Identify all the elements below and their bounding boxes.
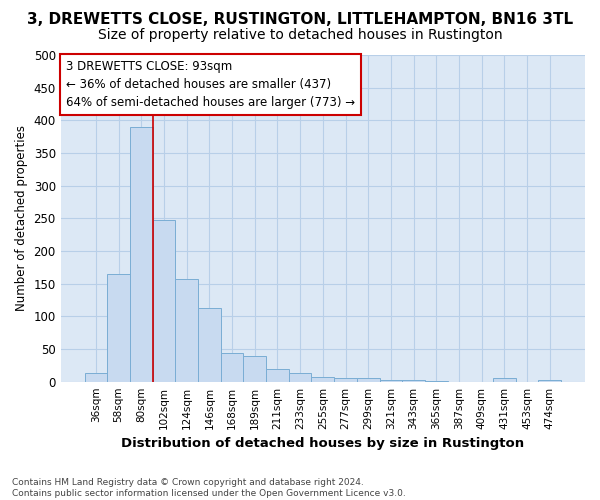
Bar [266,370,289,382]
Bar [311,377,334,382]
Bar [221,353,244,382]
Bar [198,308,221,382]
Bar [493,378,516,382]
Bar [425,381,448,382]
Bar [130,127,152,382]
Bar [334,378,357,382]
Text: Contains HM Land Registry data © Crown copyright and database right 2024.
Contai: Contains HM Land Registry data © Crown c… [12,478,406,498]
Bar [244,356,266,382]
Bar [402,380,425,382]
Bar [152,220,175,382]
Bar [175,279,198,382]
Bar [107,274,130,382]
Y-axis label: Number of detached properties: Number of detached properties [15,126,28,312]
Bar [289,372,311,382]
Bar [538,380,561,382]
Bar [85,373,107,382]
Bar [357,378,380,382]
Text: Size of property relative to detached houses in Rustington: Size of property relative to detached ho… [98,28,502,42]
Bar [380,380,402,382]
X-axis label: Distribution of detached houses by size in Rustington: Distribution of detached houses by size … [121,437,524,450]
Text: 3 DREWETTS CLOSE: 93sqm
← 36% of detached houses are smaller (437)
64% of semi-d: 3 DREWETTS CLOSE: 93sqm ← 36% of detache… [66,60,355,109]
Text: 3, DREWETTS CLOSE, RUSTINGTON, LITTLEHAMPTON, BN16 3TL: 3, DREWETTS CLOSE, RUSTINGTON, LITTLEHAM… [27,12,573,28]
